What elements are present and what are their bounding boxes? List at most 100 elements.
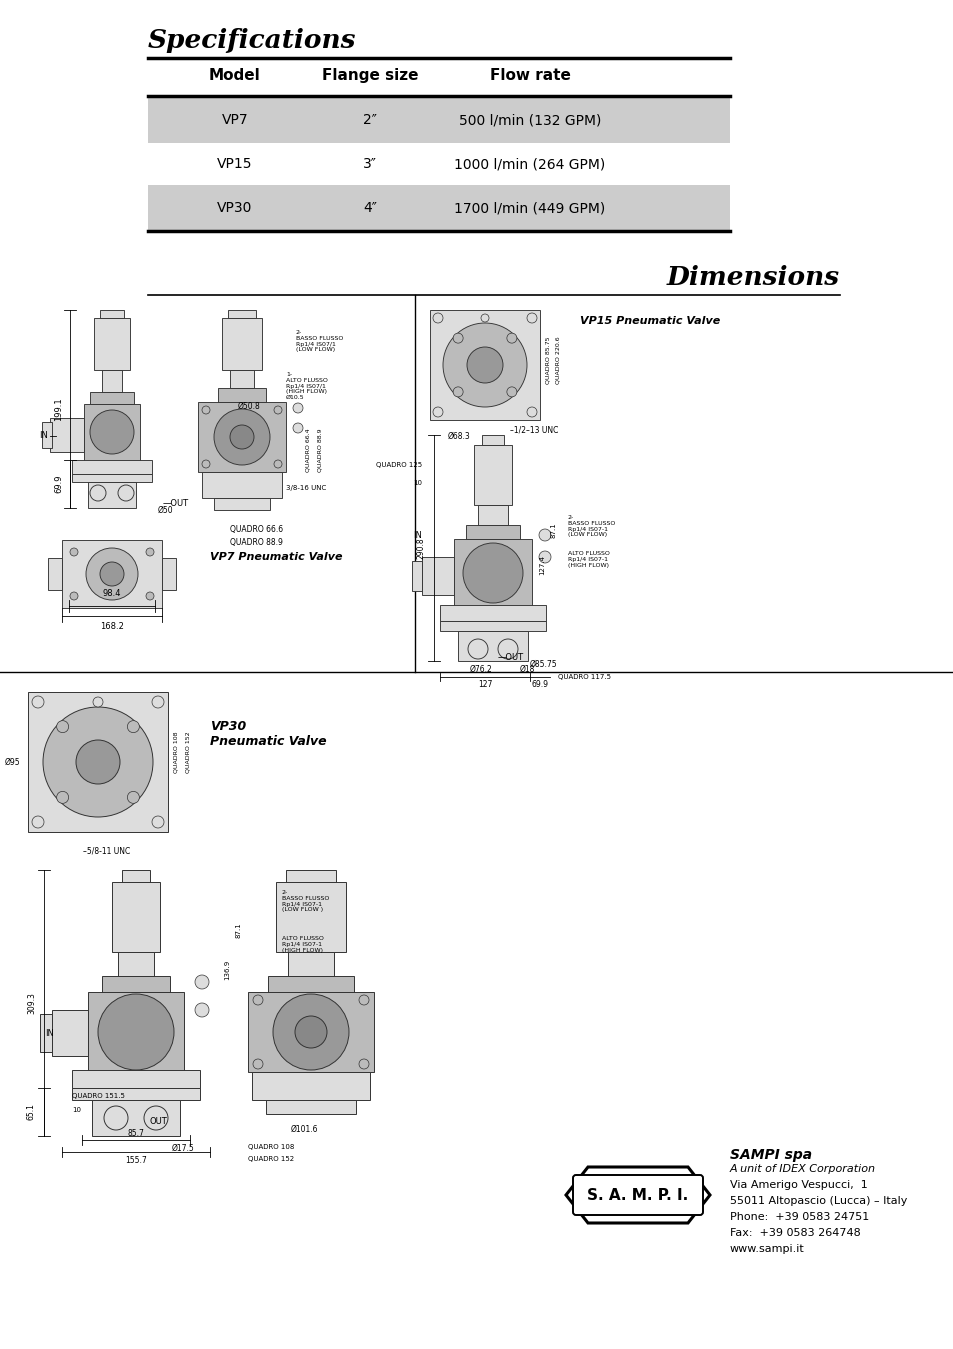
Circle shape xyxy=(358,996,369,1005)
Text: 10: 10 xyxy=(71,1108,81,1113)
Text: 3″: 3″ xyxy=(363,156,376,171)
Text: 290.8: 290.8 xyxy=(416,537,426,558)
Text: –5/8-11 UNC: –5/8-11 UNC xyxy=(83,847,131,857)
Text: ALTO FLUSSO
Rp1/4 IS07-1
(HIGH FLOW): ALTO FLUSSO Rp1/4 IS07-1 (HIGH FLOW) xyxy=(282,936,323,952)
Polygon shape xyxy=(565,1167,709,1224)
Circle shape xyxy=(32,696,44,708)
Circle shape xyxy=(56,720,69,733)
Circle shape xyxy=(202,406,210,414)
Circle shape xyxy=(433,407,442,417)
Circle shape xyxy=(274,406,282,414)
Bar xyxy=(71,473,152,482)
Bar xyxy=(88,992,184,1074)
Circle shape xyxy=(152,696,164,708)
Bar xyxy=(94,318,130,370)
Bar xyxy=(439,621,545,631)
Text: 2″: 2″ xyxy=(363,113,376,127)
Bar xyxy=(90,393,133,403)
Bar xyxy=(202,472,282,498)
Text: 155.7: 155.7 xyxy=(125,1156,147,1166)
Circle shape xyxy=(32,816,44,828)
Bar xyxy=(112,882,160,952)
Text: VP30: VP30 xyxy=(217,201,253,214)
Text: ALTO FLUSSO
Rp1/4 IS07-1
(HIGH FLOW): ALTO FLUSSO Rp1/4 IS07-1 (HIGH FLOW) xyxy=(567,550,609,568)
Circle shape xyxy=(453,387,462,397)
Text: 136.9: 136.9 xyxy=(224,960,230,981)
Text: VP15: VP15 xyxy=(217,156,253,171)
Circle shape xyxy=(127,720,139,733)
Text: QUADRO 117.5: QUADRO 117.5 xyxy=(558,674,610,680)
Bar xyxy=(266,1099,355,1114)
Text: VP30
Pneumatic Valve: VP30 Pneumatic Valve xyxy=(210,720,326,747)
Bar xyxy=(42,422,52,448)
Bar xyxy=(102,370,122,393)
Circle shape xyxy=(194,1004,209,1017)
Circle shape xyxy=(146,592,153,600)
Circle shape xyxy=(253,996,263,1005)
Text: QUADRO 125: QUADRO 125 xyxy=(375,461,421,468)
Text: 168.2: 168.2 xyxy=(100,622,124,631)
Text: 2-
BASSO FLUSSO
Rp1/4 IS07-1
(LOW FLOW ): 2- BASSO FLUSSO Rp1/4 IS07-1 (LOW FLOW ) xyxy=(282,890,329,912)
Circle shape xyxy=(506,387,517,397)
Text: VP7: VP7 xyxy=(221,113,248,127)
Text: 10: 10 xyxy=(413,480,421,486)
Bar xyxy=(457,631,527,661)
Text: 2-
BASSO FLUSSO
Rp1/4 IS07/1
(LOW FLOW): 2- BASSO FLUSSO Rp1/4 IS07/1 (LOW FLOW) xyxy=(295,331,343,352)
Text: 65.1: 65.1 xyxy=(27,1103,36,1121)
Bar xyxy=(102,975,170,992)
Circle shape xyxy=(526,407,537,417)
Text: www.sampi.it: www.sampi.it xyxy=(729,1244,804,1255)
Bar xyxy=(275,882,346,952)
Text: A unit of IDEX Corporation: A unit of IDEX Corporation xyxy=(729,1164,875,1174)
Bar xyxy=(268,975,354,992)
Circle shape xyxy=(127,792,139,804)
Text: 85.7: 85.7 xyxy=(128,1129,144,1139)
Circle shape xyxy=(506,333,517,343)
Circle shape xyxy=(118,486,133,500)
Bar xyxy=(91,1099,180,1136)
Text: —OUT: —OUT xyxy=(497,653,523,661)
Bar xyxy=(228,310,255,318)
Text: IN: IN xyxy=(39,432,48,441)
Circle shape xyxy=(538,529,551,541)
Text: 4″: 4″ xyxy=(363,201,376,214)
Text: QUADRO 108: QUADRO 108 xyxy=(173,731,179,773)
Text: VP7 Pneumatic Valve: VP7 Pneumatic Valve xyxy=(210,552,342,563)
Bar xyxy=(421,557,454,595)
Bar xyxy=(148,185,729,231)
Text: Ø76.2: Ø76.2 xyxy=(470,665,493,674)
Text: Ø101.6: Ø101.6 xyxy=(290,1125,317,1135)
Circle shape xyxy=(213,409,270,465)
Text: Specifications: Specifications xyxy=(148,28,356,53)
Bar xyxy=(198,402,286,472)
Bar xyxy=(84,403,140,464)
Circle shape xyxy=(194,975,209,989)
Circle shape xyxy=(152,816,164,828)
Bar xyxy=(412,561,421,591)
Circle shape xyxy=(293,403,303,413)
Circle shape xyxy=(230,425,253,449)
Circle shape xyxy=(433,313,442,322)
Bar xyxy=(286,870,335,882)
Circle shape xyxy=(497,639,517,660)
Bar xyxy=(52,1010,88,1056)
Circle shape xyxy=(146,548,153,556)
Circle shape xyxy=(274,460,282,468)
Bar xyxy=(248,992,374,1072)
Circle shape xyxy=(100,563,124,585)
Text: 3/8-16 UNC: 3/8-16 UNC xyxy=(286,486,326,491)
Bar xyxy=(439,604,545,621)
Text: Ø17.5: Ø17.5 xyxy=(172,1144,194,1153)
Bar xyxy=(465,525,519,540)
Text: 2-
BASSO FLUSSO
Rp1/4 IS07-1
(LOW FLOW): 2- BASSO FLUSSO Rp1/4 IS07-1 (LOW FLOW) xyxy=(567,515,615,537)
Text: Model: Model xyxy=(209,67,260,84)
Text: 127: 127 xyxy=(477,680,492,689)
Circle shape xyxy=(86,548,138,600)
Text: Flow rate: Flow rate xyxy=(489,67,570,84)
Bar xyxy=(454,540,532,608)
Text: S. A. M. P. I.: S. A. M. P. I. xyxy=(587,1188,688,1203)
Bar xyxy=(28,692,168,832)
Circle shape xyxy=(480,314,489,322)
Text: 1000 l/min (264 GPM): 1000 l/min (264 GPM) xyxy=(454,156,605,171)
Text: 55011 Altopascio (Lucca) – Italy: 55011 Altopascio (Lucca) – Italy xyxy=(729,1197,906,1206)
